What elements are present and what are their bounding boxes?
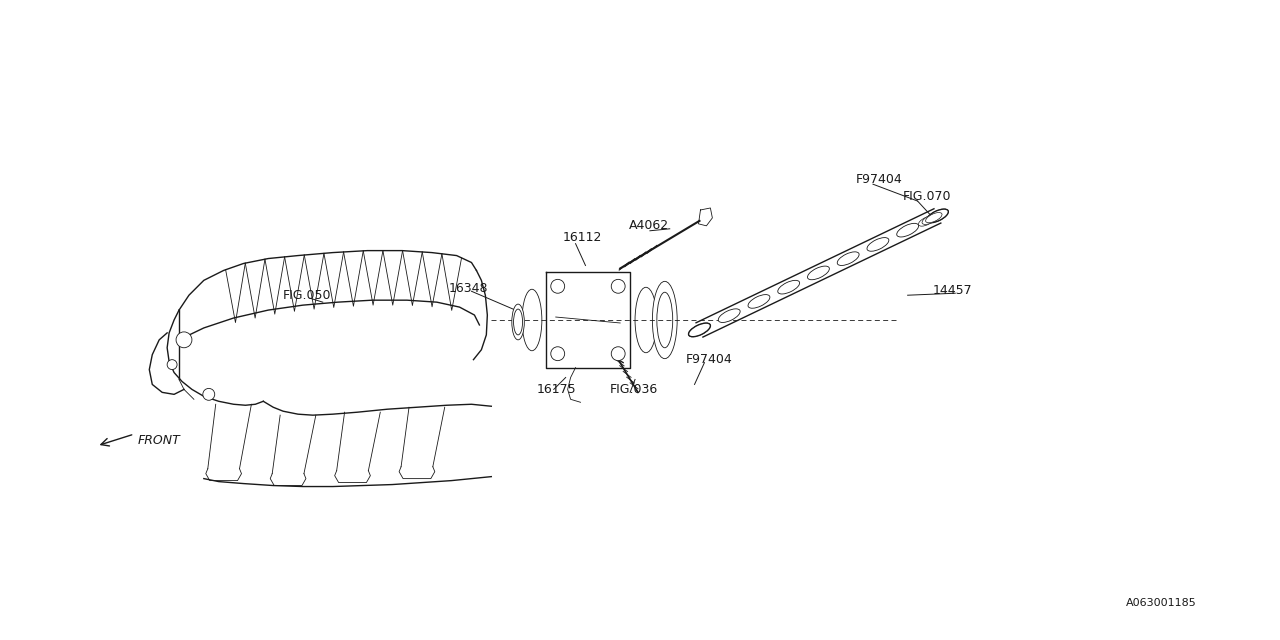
Ellipse shape xyxy=(837,252,859,266)
Ellipse shape xyxy=(897,223,919,237)
Text: A063001185: A063001185 xyxy=(1125,598,1197,607)
Ellipse shape xyxy=(778,280,800,294)
Text: FIG.050: FIG.050 xyxy=(283,289,332,301)
Ellipse shape xyxy=(927,209,948,223)
Ellipse shape xyxy=(808,266,829,280)
Text: FIG.036: FIG.036 xyxy=(609,383,658,396)
Circle shape xyxy=(550,279,564,293)
Ellipse shape xyxy=(922,214,938,225)
Ellipse shape xyxy=(689,323,710,337)
Text: F97404: F97404 xyxy=(856,173,902,186)
Text: F97404: F97404 xyxy=(686,353,732,366)
Ellipse shape xyxy=(512,304,525,340)
Ellipse shape xyxy=(635,287,657,353)
Text: 16175: 16175 xyxy=(536,383,576,396)
Text: 14457: 14457 xyxy=(932,284,972,297)
Ellipse shape xyxy=(689,323,710,337)
Text: 16112: 16112 xyxy=(563,231,602,244)
Text: 16348: 16348 xyxy=(449,282,488,295)
Circle shape xyxy=(612,347,625,361)
Ellipse shape xyxy=(919,216,934,226)
Circle shape xyxy=(612,279,625,293)
Ellipse shape xyxy=(867,237,888,252)
Text: A4062: A4062 xyxy=(628,220,669,232)
Circle shape xyxy=(168,360,177,369)
Ellipse shape xyxy=(522,289,541,351)
Text: FIG.070: FIG.070 xyxy=(902,189,951,203)
Circle shape xyxy=(202,388,215,400)
Ellipse shape xyxy=(748,294,769,308)
Ellipse shape xyxy=(927,209,948,223)
Ellipse shape xyxy=(653,282,677,358)
Circle shape xyxy=(550,347,564,361)
Ellipse shape xyxy=(925,212,942,223)
Circle shape xyxy=(177,332,192,348)
Ellipse shape xyxy=(718,309,740,323)
Ellipse shape xyxy=(513,309,522,335)
Ellipse shape xyxy=(657,292,673,348)
Text: FRONT: FRONT xyxy=(137,435,180,447)
